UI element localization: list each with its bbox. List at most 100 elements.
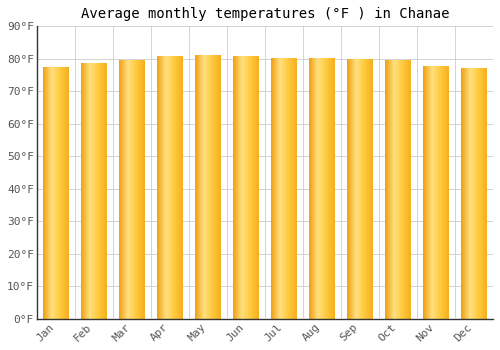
Bar	[278, 58, 279, 319]
Bar	[284, 58, 285, 319]
Bar	[45, 67, 46, 319]
Bar	[476, 68, 477, 319]
Bar	[253, 56, 254, 319]
Bar	[479, 68, 480, 319]
Bar	[205, 55, 206, 319]
Bar	[197, 55, 198, 319]
Bar	[57, 67, 58, 319]
Bar	[130, 60, 131, 319]
Bar	[332, 58, 333, 319]
Bar	[474, 68, 475, 319]
Bar	[328, 58, 329, 319]
Bar	[480, 68, 481, 319]
Bar	[485, 68, 486, 319]
Bar	[84, 63, 85, 319]
Bar	[290, 58, 291, 319]
Bar	[482, 68, 483, 319]
Bar	[323, 58, 324, 319]
Bar	[44, 67, 45, 319]
Bar	[322, 58, 323, 319]
Bar	[56, 67, 57, 319]
Bar	[325, 58, 326, 319]
Bar	[236, 56, 237, 319]
Bar	[334, 58, 335, 319]
Bar	[83, 63, 84, 319]
Bar	[441, 65, 442, 319]
Bar	[314, 58, 315, 319]
Bar	[93, 63, 94, 319]
Bar	[429, 65, 430, 319]
Bar	[138, 60, 139, 319]
Bar	[161, 56, 162, 319]
Bar	[97, 63, 98, 319]
Bar	[210, 55, 211, 319]
Bar	[63, 67, 64, 319]
Bar	[200, 55, 201, 319]
Bar	[280, 58, 281, 319]
Bar	[295, 58, 296, 319]
Bar	[173, 56, 174, 319]
Bar	[217, 55, 218, 319]
Bar	[396, 61, 397, 319]
Bar	[158, 56, 159, 319]
Bar	[126, 60, 127, 319]
Bar	[471, 68, 472, 319]
Bar	[172, 56, 173, 319]
Bar	[434, 65, 435, 319]
Bar	[245, 56, 246, 319]
Bar	[445, 65, 446, 319]
Bar	[362, 59, 363, 319]
Bar	[395, 61, 396, 319]
Bar	[129, 60, 130, 319]
Bar	[81, 63, 82, 319]
Bar	[311, 58, 312, 319]
Bar	[446, 65, 447, 319]
Bar	[182, 56, 183, 319]
Bar	[82, 63, 83, 319]
Bar	[444, 65, 445, 319]
Bar	[256, 56, 257, 319]
Bar	[485, 68, 486, 319]
Bar	[43, 67, 44, 319]
Bar	[92, 63, 93, 319]
Bar	[317, 58, 318, 319]
Bar	[370, 59, 371, 319]
Bar	[235, 56, 236, 319]
Bar	[477, 68, 478, 319]
Bar	[398, 61, 399, 319]
Bar	[436, 65, 437, 319]
Bar	[170, 56, 171, 319]
Bar	[206, 55, 207, 319]
Bar	[285, 58, 286, 319]
Bar	[289, 58, 290, 319]
Bar	[177, 56, 178, 319]
Bar	[387, 61, 388, 319]
Bar	[390, 61, 391, 319]
Bar	[100, 63, 101, 319]
Bar	[316, 58, 317, 319]
Bar	[196, 55, 197, 319]
Bar	[209, 55, 210, 319]
Bar	[434, 65, 435, 319]
Bar	[355, 59, 356, 319]
Bar	[283, 58, 284, 319]
Bar	[271, 58, 272, 319]
Bar	[248, 56, 249, 319]
Bar	[368, 59, 369, 319]
Bar	[272, 58, 273, 319]
Bar	[403, 61, 404, 319]
Bar	[354, 59, 355, 319]
Bar	[484, 68, 485, 319]
Bar	[165, 56, 166, 319]
Bar	[176, 56, 177, 319]
Bar	[479, 68, 480, 319]
Bar	[50, 67, 51, 319]
Bar	[89, 63, 90, 319]
Bar	[204, 55, 205, 319]
Bar	[317, 58, 318, 319]
Bar	[202, 55, 203, 319]
Bar	[207, 55, 208, 319]
Bar	[466, 68, 467, 319]
Bar	[257, 56, 258, 319]
Bar	[211, 55, 212, 319]
